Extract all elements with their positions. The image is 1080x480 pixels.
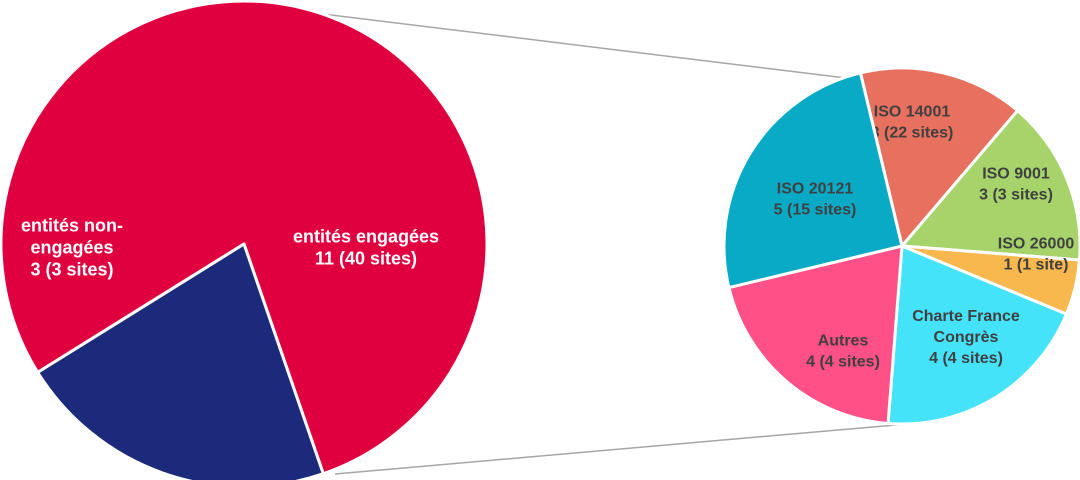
slice-label-autres: Autres 4 (4 sites)	[806, 332, 880, 370]
slice-label-line: Autres	[818, 332, 869, 349]
slice-iso-20121	[722, 71, 904, 290]
slice-label-line: 4 (4 sites)	[929, 350, 1003, 367]
slice-label-iso-14001: ISO 14001 3 (22 sites)	[871, 103, 954, 141]
slice-iso-14001	[858, 66, 1020, 248]
slice-label-line: Congrès	[934, 329, 999, 346]
slice-label-iso-20121: ISO 20121 5 (15 sites)	[774, 180, 857, 218]
slice-label-line: 3 (22 sites)	[871, 124, 954, 141]
slice-label-line: 5 (15 sites)	[774, 201, 857, 218]
breakdown-pie: ISO 14001 3 (22 sites) ISO 9001 3 (3 sites)…	[722, 66, 1080, 426]
slice-entites-engagees	[0, 0, 489, 476]
slice-label-iso-26000: ISO 26000 1 (1 site)	[998, 235, 1075, 273]
main-pie: entités engagées 11 (40 sites) entités non…	[0, 0, 489, 480]
slice-entites-non	[36, 242, 325, 480]
slice-label-line: ISO 14001	[874, 103, 951, 120]
slice-label-line: 1 (1 site)	[1004, 256, 1069, 273]
slice-label-line: Charte France	[912, 308, 1020, 325]
slice-label-line: 3 (3 sites)	[30, 259, 113, 279]
connector-lines	[289, 9, 919, 475]
connector-line	[334, 422, 919, 475]
slice-label-line: ISO 20121	[777, 180, 854, 197]
slice-label-line: ISO 9001	[982, 165, 1050, 182]
slice-charte-france	[886, 244, 1068, 426]
slice-label-line: 4 (4 sites)	[806, 353, 880, 370]
slice-label-entites-non: entités non-engagées 3 (3 sites)	[21, 215, 123, 279]
slice-label-line: entités engagées	[293, 226, 439, 246]
slice-label-line: ISO 26000	[998, 235, 1075, 252]
slice-label-line: 11 (40 sites)	[315, 248, 417, 268]
slice-label-entites-engagees: entités engagées 11 (40 sites)	[293, 226, 439, 268]
slice-label-charte-france: Charte France Congrès 4 (4 sites)	[912, 308, 1020, 367]
slice-label-line: 3 (3 sites)	[979, 186, 1053, 203]
slice-label-line: engagées	[30, 237, 113, 257]
slice-label-iso-9001: ISO 9001 3 (3 sites)	[979, 165, 1053, 203]
connector-line	[289, 9, 904, 86]
slice-label-line: entités non-	[21, 215, 123, 235]
slice-autres	[727, 244, 904, 425]
